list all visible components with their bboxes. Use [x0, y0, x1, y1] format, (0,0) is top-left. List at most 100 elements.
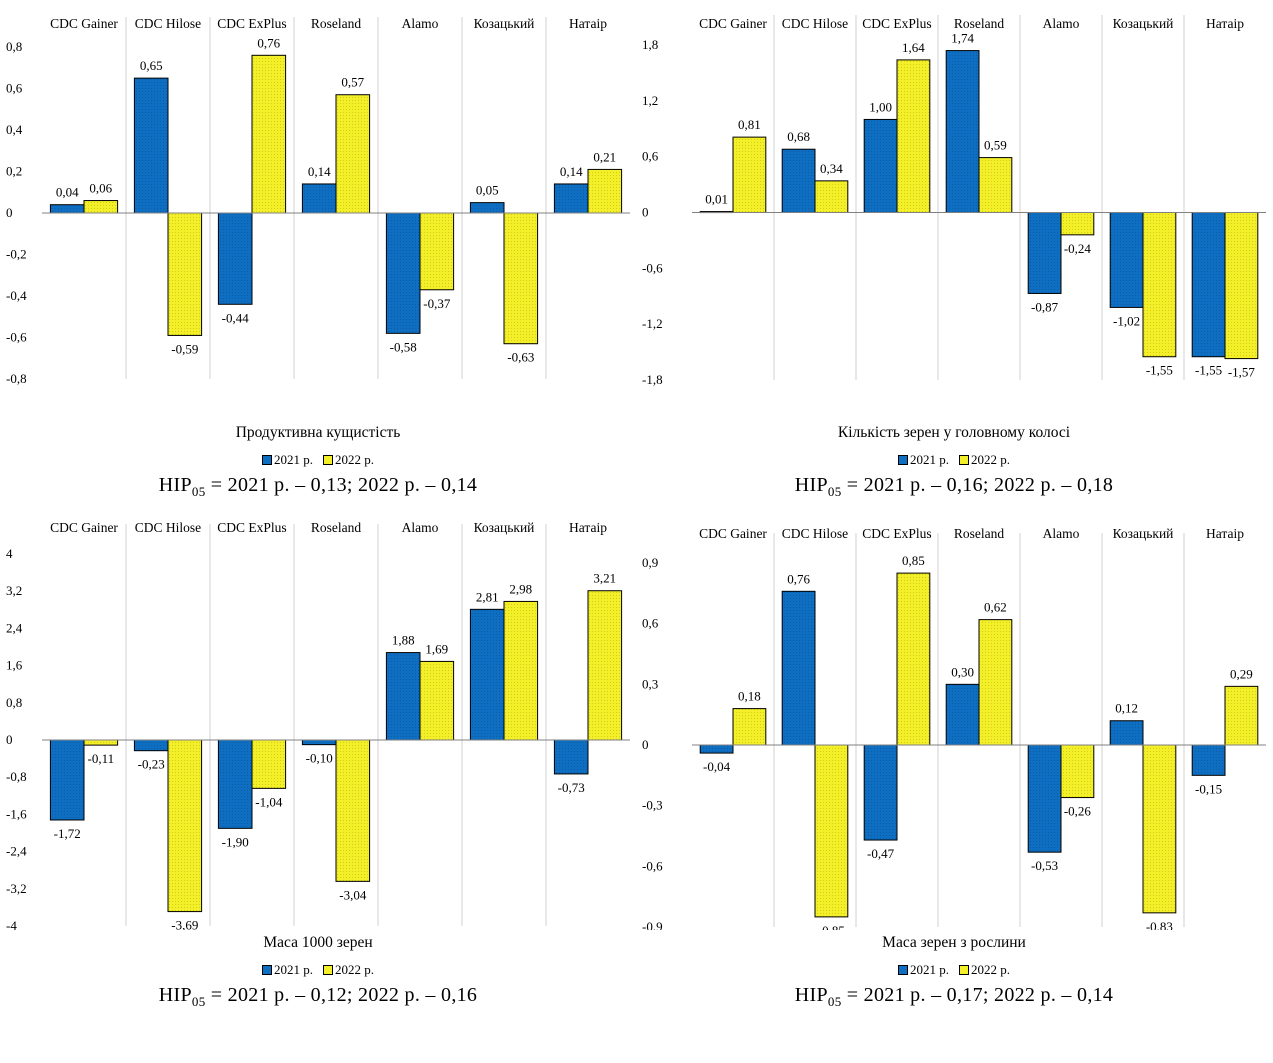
data-label: 0,68: [787, 129, 810, 144]
y-tick-label: 1,6: [6, 658, 23, 673]
y-tick-label: 4: [6, 546, 13, 561]
data-label: -0,53: [1031, 858, 1058, 873]
data-label: 0,81: [738, 117, 761, 132]
bar-2022: [335, 94, 371, 214]
data-label: -0,11: [87, 751, 114, 766]
legend-label-2022: 2022 р.: [335, 962, 374, 977]
lsd-values: = 2021 р. – 0,17; 2022 р. – 0,14: [841, 984, 1114, 1006]
category-label: CDC Gainer: [699, 16, 767, 31]
bar-2021: [863, 744, 898, 841]
lsd-note: НІР05 = 2021 р. – 0,17; 2022 р. – 0,14: [636, 984, 1272, 1010]
chart-title: Маса зерен з рослини: [882, 934, 1026, 951]
y-tick-label: 1,2: [642, 93, 658, 108]
legend-item-2021: 2021 р.: [262, 452, 313, 468]
legend-item-2022: 2022 р.: [959, 962, 1010, 978]
lsd-prefix: НІР: [158, 984, 192, 1006]
legend-swatch-2021: [898, 965, 908, 975]
bar-2022: [167, 739, 203, 913]
data-label: -0,23: [138, 757, 165, 772]
bar-2021: [217, 212, 253, 305]
y-tick-label: 3,2: [6, 583, 22, 598]
bar-2022: [1224, 685, 1259, 746]
bar-2021: [49, 739, 85, 821]
legend: 2021 р. 2022 р.: [636, 962, 1272, 978]
data-label: -0,10: [306, 751, 333, 766]
y-tick-label: 0,6: [642, 149, 659, 164]
data-label: -1,90: [222, 834, 249, 849]
y-tick-label: 1,8: [642, 37, 658, 52]
category-label: Roseland: [954, 16, 1004, 31]
data-label: 0,59: [984, 138, 1007, 153]
chart-title: Продуктивна кущистість: [235, 424, 401, 441]
data-label: -0,44: [222, 310, 250, 325]
legend-swatch-2022: [959, 965, 969, 975]
data-label: 0,30: [951, 664, 974, 679]
bar-2022: [167, 212, 203, 336]
data-label: -0,24: [1064, 241, 1092, 256]
category-label: CDC Gainer: [50, 520, 118, 535]
data-label: -0,47: [867, 846, 895, 861]
lsd-subscript: 05: [827, 484, 842, 499]
lsd-note: НІР05 = 2021 р. – 0,16; 2022 р. – 0,18: [636, 474, 1272, 500]
data-label: -0,26: [1064, 804, 1092, 819]
bar-2022: [251, 54, 287, 214]
data-label: 0,04: [56, 185, 79, 200]
chart-panel-grain-weight-per-plant: 0,9 0,6 0,3 0 -0,3 -0,6 -0,9 CDC Gainer CDC Hilo…: [636, 510, 1272, 1009]
lsd-note: НІР05 = 2021 р. – 0,12; 2022 р. – 0,16: [0, 984, 636, 1010]
data-label: -1,72: [54, 826, 81, 841]
legend: 2021 р. 2022 р.: [636, 452, 1272, 468]
y-tick-label: 0,8: [6, 39, 22, 54]
category-label: Alamo: [402, 16, 439, 31]
category-label: Roseland: [311, 16, 361, 31]
data-label: -3,69: [171, 918, 198, 930]
legend-swatch-2021: [262, 965, 272, 975]
y-tick-label: 0,9: [642, 555, 658, 570]
y-tick-label: 0,4: [6, 122, 23, 137]
data-label: 1,88: [392, 633, 415, 648]
data-label: 0,14: [308, 164, 331, 179]
legend-item-2022: 2022 р.: [323, 452, 374, 468]
bar-chart: 4 3,2 2,4 1,6 0,8 0 -0,8 -1,6 -2,4 -3,2 -4 CDC Gain…: [6, 520, 630, 930]
data-label: -0,87: [1031, 299, 1059, 314]
category-label: CDC Hilose: [135, 16, 201, 31]
y-tick-label: -2,4: [6, 844, 27, 859]
category-label: Козацький: [1113, 16, 1174, 31]
y-tick-label: 0: [642, 205, 649, 220]
y-tick-label: -0,3: [642, 798, 663, 813]
data-label: 1,69: [425, 641, 448, 656]
data-label: -0,59: [171, 341, 198, 356]
data-label: -0,83: [1146, 919, 1173, 930]
category-label: Натаір: [1206, 526, 1244, 541]
legend-item-2022: 2022 р.: [959, 452, 1010, 468]
lsd-prefix: НІР: [158, 474, 192, 496]
y-tick-label: 2,4: [6, 620, 23, 635]
data-label: 1,00: [869, 99, 892, 114]
bar-2022: [83, 200, 119, 214]
bar-2021: [699, 744, 734, 754]
lsd-prefix: НІР: [794, 474, 828, 496]
bar-2021: [133, 77, 169, 214]
bar-2022: [978, 619, 1013, 746]
chart-panel-productive-tillering: 0,8 0,6 0,4 0,2 0 -0,2 -0,4 -0,6 -0,8 CDC Gainer C…: [0, 0, 636, 499]
y-tick-label: 0: [642, 737, 649, 752]
data-label: -0,85: [818, 923, 845, 930]
bar-2022: [1060, 744, 1095, 799]
legend-label-2022: 2022 р.: [971, 452, 1010, 467]
legend-item-2022: 2022 р.: [323, 962, 374, 978]
data-label: -1,57: [1228, 365, 1256, 380]
bar-2022: [896, 59, 931, 214]
category-label: Alamo: [402, 520, 439, 535]
bar-2021: [781, 590, 816, 746]
lsd-values: = 2021 р. – 0,12; 2022 р. – 0,16: [205, 984, 478, 1006]
bar-chart: 1,8 1,2 0,6 0 -0,6 -1,2 -1,8 CDC Gainer CDC Hilo…: [642, 15, 1266, 387]
bar-2021: [469, 608, 505, 741]
bar-2022: [251, 739, 287, 789]
bar-2021: [385, 212, 421, 334]
data-label: 0,14: [560, 164, 583, 179]
y-tick-label: -3,2: [6, 881, 27, 896]
legend-item-2021: 2021 р.: [898, 962, 949, 978]
data-label: 2,98: [509, 581, 532, 596]
bar-2021: [49, 204, 85, 214]
y-tick-label: -4: [6, 918, 17, 930]
bar-2021: [217, 739, 253, 829]
